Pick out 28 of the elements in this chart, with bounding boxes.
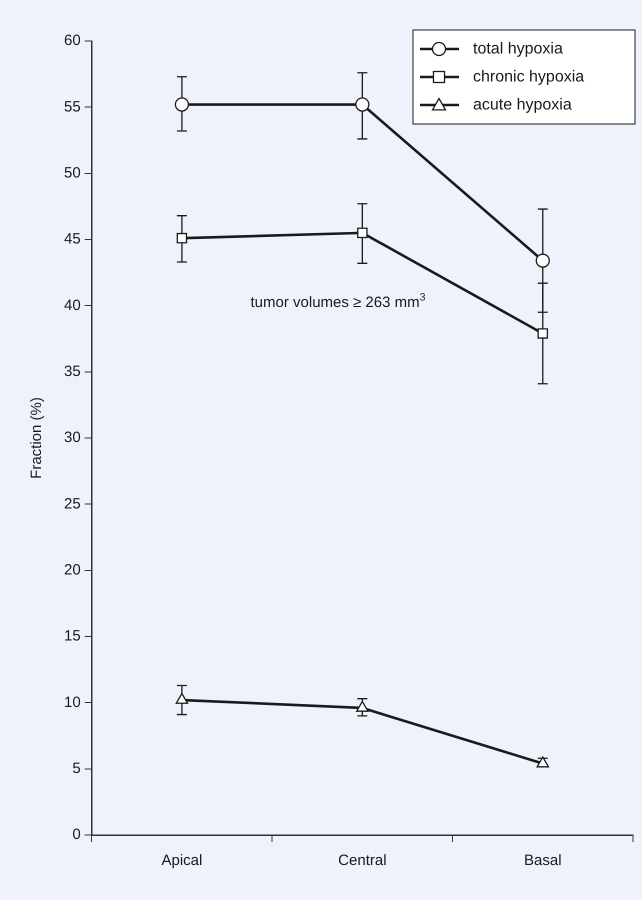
point	[536, 254, 550, 268]
y-tick-label: 25	[64, 495, 81, 512]
point	[355, 97, 370, 112]
x-tick-label: Central	[338, 852, 387, 870]
point	[356, 700, 369, 712]
x-tick-label: Basal	[524, 852, 562, 870]
point	[174, 97, 190, 112]
y-tick-label: 55	[64, 98, 81, 116]
x-tick-label: Apical	[161, 852, 202, 870]
legend-label: chronic hypoxia	[473, 68, 584, 86]
point	[357, 228, 368, 238]
point	[176, 232, 188, 244]
y-tick-label: 60	[64, 32, 81, 50]
legend-label: acute hypoxia	[473, 96, 572, 114]
y-tick-label: 40	[64, 296, 81, 314]
legend-label: total hypoxia	[473, 40, 563, 58]
y-tick-label: 35	[64, 362, 81, 380]
y-tick-label: 20	[64, 561, 81, 578]
y-axis-title: Fraction (%)	[28, 397, 46, 479]
y-tick-label: 15	[64, 628, 81, 645]
y-tick-label: 5	[72, 760, 81, 777]
y-tick-label: 0	[72, 826, 81, 844]
y-tick-label: 10	[64, 694, 81, 711]
y-tick-label: 45	[64, 230, 81, 248]
y-tick-label: 50	[64, 164, 81, 182]
point	[538, 328, 548, 339]
y-tick-label: 30	[64, 429, 81, 446]
point	[176, 692, 188, 704]
